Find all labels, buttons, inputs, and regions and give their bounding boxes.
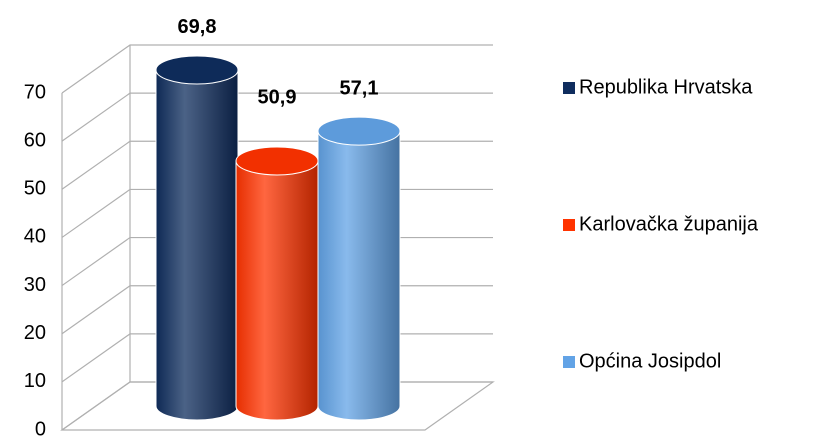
value-label: 57,1 [340, 77, 379, 99]
bar [317, 130, 401, 421]
y-tick-label: 40 [24, 226, 46, 248]
y-tick-label: 70 [24, 81, 46, 103]
y-tick-label: 50 [24, 178, 46, 200]
legend-swatch [563, 356, 575, 368]
bar-top [317, 116, 401, 146]
legend-swatch [563, 82, 575, 94]
bar [235, 160, 319, 421]
legend-label: Republika Hrvatska [579, 76, 753, 98]
y-tick-label: 30 [24, 274, 46, 296]
value-label: 69,8 [178, 16, 217, 38]
y-tick-label: 0 [35, 418, 46, 438]
bar-top [235, 146, 319, 176]
bar-top [155, 55, 239, 85]
y-tick-label: 10 [24, 370, 46, 392]
legend-label: Općina Josipdol [579, 350, 721, 372]
y-tick-label: 20 [24, 322, 46, 344]
legend-swatch [563, 219, 575, 231]
grid-line [61, 44, 493, 94]
legend-label: Karlovačka županija [579, 213, 759, 235]
value-label: 50,9 [258, 86, 297, 108]
y-tick-label: 60 [24, 129, 46, 151]
bar [155, 69, 239, 421]
grid-line [61, 92, 493, 142]
